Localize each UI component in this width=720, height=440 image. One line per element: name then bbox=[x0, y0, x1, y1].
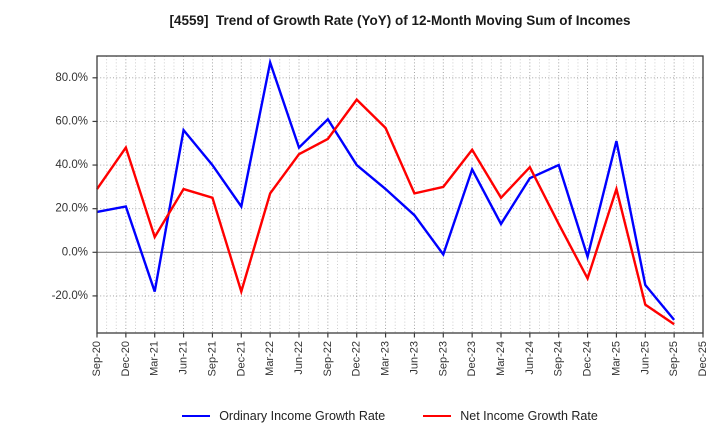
ordinary-income-line bbox=[96, 57, 676, 321]
x-tick-label: Sep-20 bbox=[91, 341, 103, 376]
x-tick-label: Sep-25 bbox=[668, 341, 680, 376]
x-tick-label: Dec-24 bbox=[582, 341, 594, 376]
plot-border bbox=[96, 55, 704, 334]
x-tick-label: Jun-24 bbox=[524, 341, 536, 375]
x-tick-label: Sep-21 bbox=[206, 341, 218, 376]
legend-item-ordinary: Ordinary Income Growth Rate bbox=[182, 410, 385, 423]
x-tick-label: Dec-21 bbox=[235, 341, 247, 376]
legend: Ordinary Income Growth Rate Net Income G… bbox=[60, 403, 720, 429]
net-line-swatch bbox=[423, 415, 452, 417]
legend-label-net: Net Income Growth Rate bbox=[460, 408, 598, 423]
x-tick-label: Sep-23 bbox=[437, 341, 449, 376]
x-tick-label: Jun-21 bbox=[178, 341, 190, 375]
y-tick-label: 80.0% bbox=[55, 72, 88, 84]
x-tick-label: Mar-22 bbox=[264, 341, 276, 376]
x-tick-label: Mar-25 bbox=[610, 341, 622, 376]
ordinary-line-swatch bbox=[182, 415, 211, 417]
net-income-line bbox=[96, 97, 675, 326]
x-tick-label: Dec-20 bbox=[120, 341, 132, 376]
x-tick-label: Sep-24 bbox=[553, 341, 565, 376]
y-tick-label: 20.0% bbox=[55, 203, 88, 215]
x-tick-label: Mar-23 bbox=[380, 341, 392, 376]
x-tick-label: Jun-23 bbox=[408, 341, 420, 375]
legend-label-ordinary: Ordinary Income Growth Rate bbox=[219, 408, 386, 423]
y-tick-label: 60.0% bbox=[55, 115, 88, 127]
y-tick-label: -20.0% bbox=[52, 290, 88, 302]
x-tick-label: Dec-25 bbox=[697, 341, 709, 376]
x-tick-label: Mar-21 bbox=[149, 341, 161, 376]
x-tick-label: Jun-25 bbox=[639, 341, 651, 375]
x-tick-label: Dec-22 bbox=[351, 341, 363, 376]
y-tick-label: 40.0% bbox=[55, 159, 88, 171]
legend-item-net: Net Income Growth Rate bbox=[423, 410, 598, 423]
x-tick-label: Jun-22 bbox=[293, 341, 305, 375]
x-tick-label: Sep-22 bbox=[322, 341, 334, 376]
x-tick-label: Mar-24 bbox=[495, 341, 507, 376]
y-tick-label: 0.0% bbox=[62, 246, 88, 258]
x-tick-label: Dec-23 bbox=[466, 341, 478, 376]
chart-title: [4559] Trend of Growth Rate (YoY) of 12-… bbox=[169, 13, 631, 28]
